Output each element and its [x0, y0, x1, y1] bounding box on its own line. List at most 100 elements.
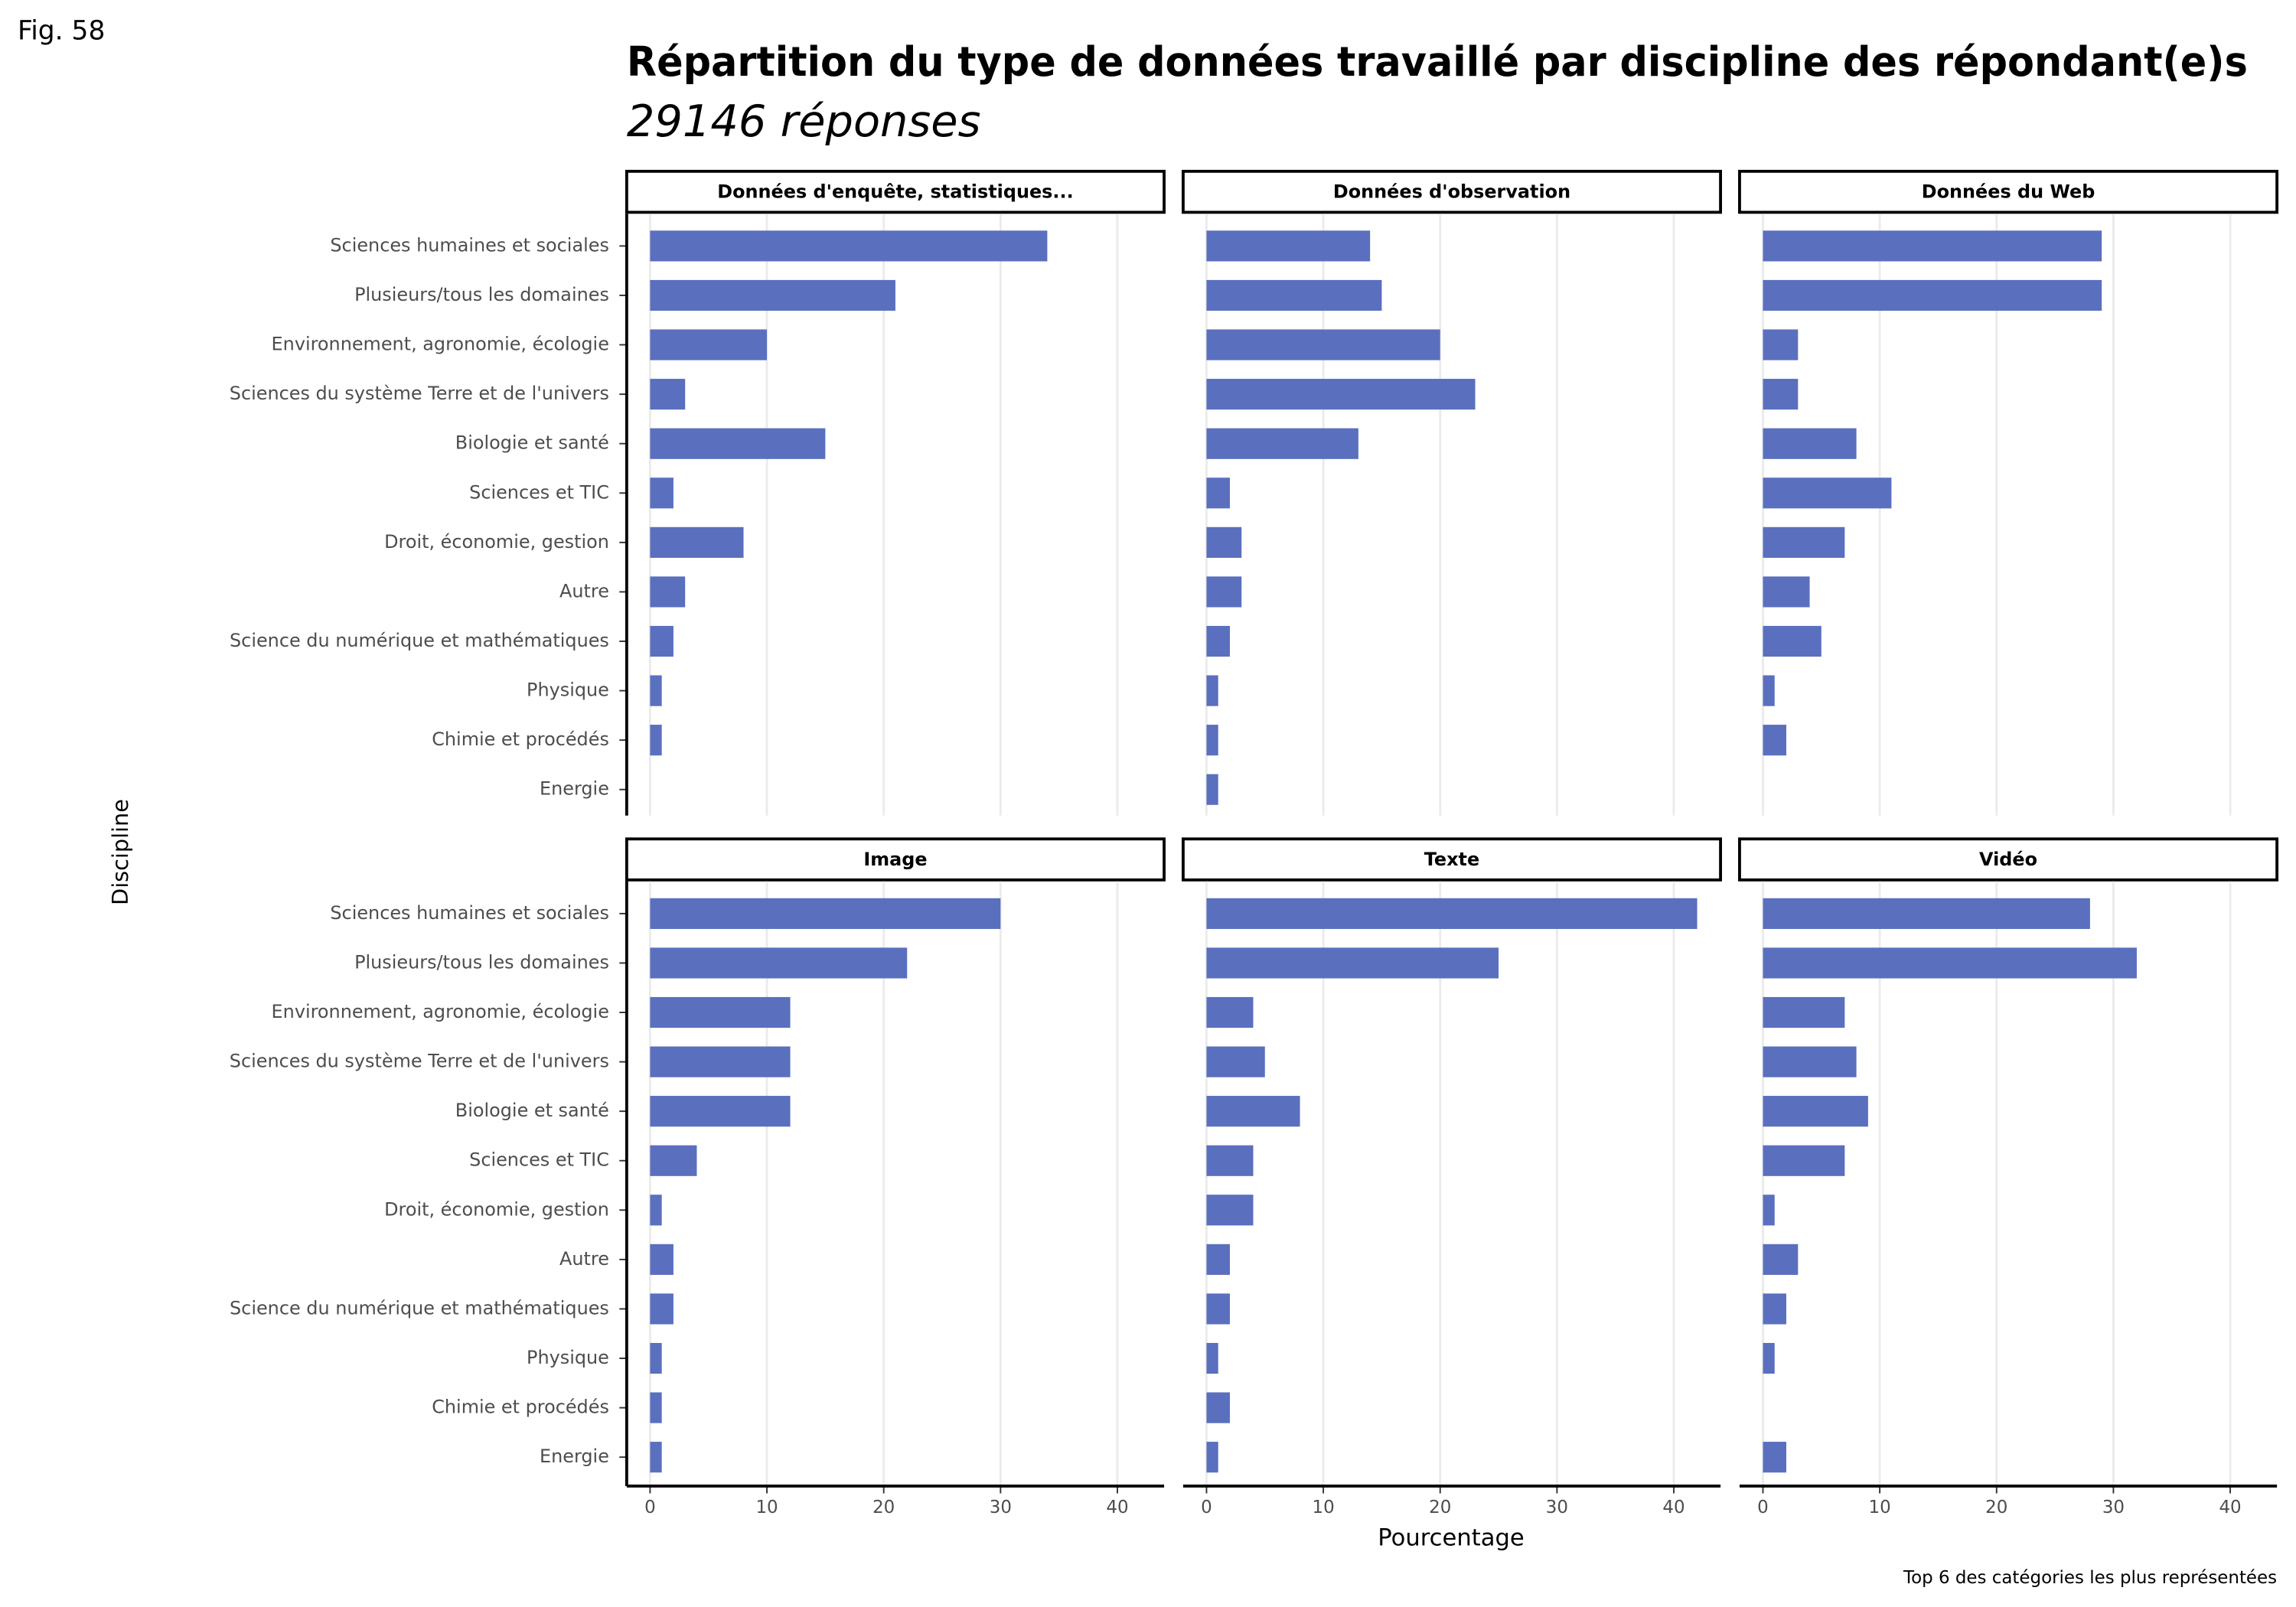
y-tick-label: Autre — [559, 580, 609, 601]
y-tick-label: Physique — [527, 1347, 609, 1368]
x-tick-label: 40 — [1106, 1498, 1128, 1517]
bar — [1206, 1096, 1300, 1127]
bar — [1763, 1046, 1857, 1077]
bar — [1206, 1342, 1218, 1374]
facet-title: Données d'observation — [1333, 181, 1570, 203]
bar — [1763, 725, 1787, 756]
bar — [650, 898, 1001, 929]
bar — [1206, 1392, 1230, 1423]
bar — [1206, 947, 1499, 979]
bar — [1763, 1442, 1787, 1473]
bar — [1763, 379, 1799, 410]
bar — [1763, 1293, 1787, 1325]
bar — [650, 1342, 662, 1374]
y-tick-label: Sciences et TIC — [469, 1149, 609, 1171]
bar — [1206, 675, 1218, 706]
bar — [650, 576, 686, 608]
y-tick-label: Biologie et santé — [455, 1100, 609, 1121]
facet-title: Données d'enquête, statistiques... — [717, 181, 1073, 203]
bar — [1206, 329, 1440, 360]
facet-strip — [1182, 169, 1722, 214]
bar — [1763, 1195, 1775, 1226]
bar — [1206, 576, 1242, 608]
bar — [650, 379, 686, 410]
bar — [650, 1392, 662, 1423]
bar — [650, 329, 768, 360]
facet-title: Données du Web — [1922, 181, 2095, 203]
bar — [1206, 625, 1230, 657]
y-tick-label: Physique — [527, 680, 609, 701]
facet-strip — [1738, 169, 2279, 214]
bar — [1763, 428, 1857, 459]
y-tick-label: Environnement, agronomie, écologie — [272, 334, 609, 355]
bar — [1763, 576, 1810, 608]
bar — [1206, 478, 1230, 509]
bar — [650, 675, 662, 706]
x-tick-label: 30 — [1546, 1498, 1568, 1517]
x-tick-label: 30 — [990, 1498, 1012, 1517]
y-tick-label: Plusieurs/tous les domaines — [354, 284, 609, 305]
bar — [1763, 329, 1799, 360]
bar — [1206, 279, 1382, 311]
bar — [1206, 379, 1476, 410]
y-tick-label: Energie — [540, 778, 609, 800]
bar — [650, 1096, 791, 1127]
bar — [650, 725, 662, 756]
y-tick-label: Sciences humaines et sociales — [330, 902, 609, 924]
bar — [1206, 1195, 1254, 1226]
x-tick-label: 20 — [1985, 1498, 2007, 1517]
y-tick-label: Plusieurs/tous les domaines — [354, 951, 609, 973]
bar — [1206, 230, 1371, 262]
bar — [1763, 996, 1845, 1028]
x-axis-title: Pourcentage — [1378, 1524, 1525, 1551]
y-tick-label: Biologie et santé — [455, 432, 609, 454]
facet-strip — [1738, 837, 2279, 882]
bar — [650, 947, 908, 979]
y-tick-label: Sciences et TIC — [469, 481, 609, 503]
facet-title: Image — [863, 849, 927, 870]
bar — [1763, 279, 2102, 311]
bar — [1206, 1145, 1254, 1176]
bar — [650, 230, 1048, 262]
x-tick-label: 10 — [755, 1498, 778, 1517]
bar — [1206, 1244, 1230, 1275]
bar — [1763, 1342, 1775, 1374]
x-tick-label: 10 — [1312, 1498, 1334, 1517]
facet-title: Texte — [1424, 849, 1479, 870]
bar — [1206, 898, 1698, 929]
x-tick-label: 40 — [1662, 1498, 1684, 1517]
x-tick-label: 0 — [644, 1498, 656, 1517]
bar — [1206, 526, 1242, 558]
chart-title: Répartition du type de données travaillé… — [627, 37, 2248, 86]
y-tick-label: Sciences du système Terre et de l'univer… — [230, 1051, 609, 1072]
bar — [650, 625, 673, 657]
bar — [1763, 526, 1845, 558]
bar — [1763, 625, 1821, 657]
bar — [1763, 947, 2137, 979]
bar — [650, 1046, 791, 1077]
y-tick-label: Sciences humaines et sociales — [330, 234, 609, 256]
bar — [1763, 675, 1775, 706]
bar — [650, 1145, 697, 1176]
bar — [1763, 898, 2090, 929]
y-tick-label: Science du numérique et mathématiques — [230, 1297, 609, 1319]
chart-subtitle: 29146 réponses — [627, 96, 981, 147]
bar — [650, 1293, 673, 1325]
x-tick-label: 0 — [1201, 1498, 1212, 1517]
y-tick-label: Chimie et procédés — [432, 1397, 609, 1418]
bar — [1763, 1145, 1845, 1176]
bar — [650, 1244, 673, 1275]
bar — [650, 428, 826, 459]
y-tick-label: Science du numérique et mathématiques — [230, 630, 609, 651]
y-tick-label: Energie — [540, 1446, 609, 1467]
y-tick-label: Droit, économie, gestion — [384, 531, 609, 553]
bar — [650, 526, 744, 558]
y-tick-label: Droit, économie, gestion — [384, 1198, 609, 1220]
facet-strip — [625, 837, 1166, 882]
facet-strip — [625, 169, 1166, 214]
bar — [650, 279, 895, 311]
bar — [1206, 1293, 1230, 1325]
bar — [650, 1442, 662, 1473]
